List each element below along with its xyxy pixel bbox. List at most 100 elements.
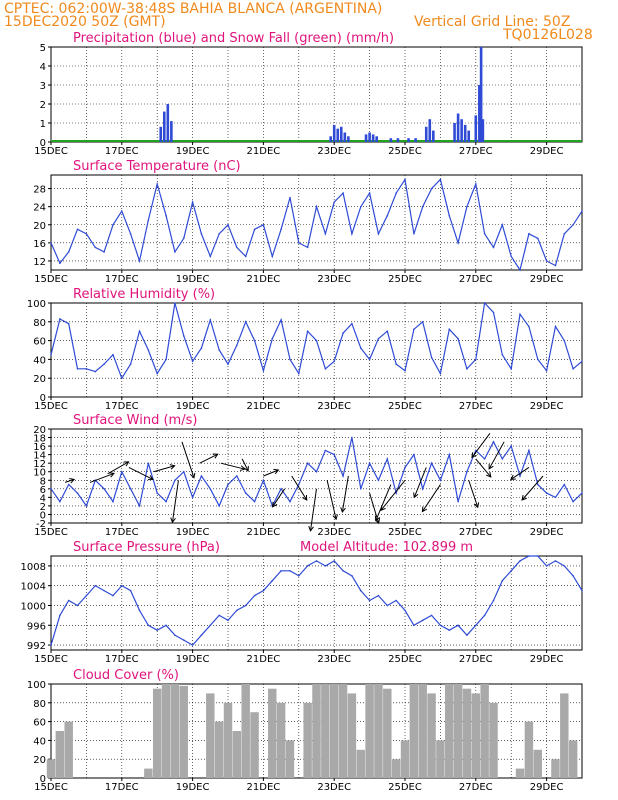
y-tick-label: 12 [33,257,46,268]
data-point [298,242,300,244]
x-tick-label: 15DEC [34,401,68,412]
x-tick-label: 19DEC [176,782,210,793]
data-point [156,492,158,494]
cloud-bar [250,712,259,778]
data-point [253,339,256,342]
data-point [351,436,353,439]
x-tick-label: 21DEC [247,401,281,412]
wind-arrow [272,488,286,508]
panel-title: Surface Pressure (hPa) [73,540,220,555]
data-point [191,360,194,363]
data-point [280,570,282,572]
series-line [50,555,583,646]
data-point [510,368,512,370]
data-point [174,634,176,636]
x-tick-label: 29DEC [530,401,564,412]
y-tick-label: 80 [33,318,46,329]
cloud-bar [214,721,224,778]
x-tick-label: 19DEC [176,274,210,285]
data-point [94,584,97,587]
cloud-bar [462,688,472,778]
data-point [439,372,442,375]
data-point [457,624,459,627]
wind-arrow-head [485,471,492,478]
x-tick-label: 15DEC [34,654,68,665]
cloud-bar [329,684,339,778]
data-point [404,178,406,181]
data-point [129,488,132,490]
data-point [218,505,220,507]
y-tick-label: 28 [33,185,46,196]
data-point [253,500,256,503]
data-point [528,555,530,557]
precip-bar [460,119,463,142]
data-point [129,589,132,592]
data-point [315,470,318,473]
data-point [554,264,557,267]
data-point [298,574,300,577]
cloud-bar [268,688,277,778]
y-tick-label: 0 [40,510,46,521]
x-tick-label: 19DEC [176,527,210,538]
data-point [271,337,274,340]
data-point [182,470,185,473]
wind-arrow-head [189,472,196,479]
data-point [147,462,150,464]
cloud-bar [489,702,498,778]
data-point [165,358,167,361]
cloud-bar [515,768,525,778]
plot-frame [50,302,583,398]
data-point [545,369,548,372]
y-tick-label: 20 [33,425,46,436]
data-point [554,496,557,499]
data-point [395,363,397,365]
data-point [501,353,504,356]
y-tick-label: 60 [33,718,46,729]
data-point [59,614,61,617]
data-point [298,483,300,486]
data-point [536,555,539,557]
data-point [244,604,247,607]
data-point [377,594,380,597]
data-point [147,219,150,222]
data-point [421,488,424,490]
wind-arrow-head [212,453,219,459]
cloud-bar [568,740,578,778]
data-point [395,599,397,602]
data-point [475,358,477,361]
data-point [138,260,141,262]
x-tick-label: 21DEC [247,654,281,665]
x-tick-label: 25DEC [388,274,422,285]
wind-arrow [263,469,279,477]
x-tick-label: 23DEC [317,401,351,412]
precip-bar [336,128,340,142]
precip-bar [432,130,435,142]
wind-arrow [171,480,179,523]
y-tick-label: 100 [27,680,46,691]
data-point [280,319,282,321]
data-point [457,242,459,244]
cloud-bar [206,693,215,778]
data-point [244,321,247,323]
wind-arrow-head [340,507,346,514]
y-tick-label: 0 [40,393,46,404]
y-tick-label: 16 [33,442,46,453]
data-point [563,483,566,486]
data-point [209,624,212,627]
y-tick-label: 4 [40,493,46,504]
precip-bar [368,132,371,142]
data-point [333,360,336,363]
data-point [138,330,141,333]
data-point [536,237,539,240]
y-tick-label: 60 [33,337,46,348]
x-tick-label: 23DEC [317,654,351,665]
data-point [581,360,583,363]
precip-bar [428,119,432,142]
precip-bar [407,138,410,142]
data-point [165,500,167,503]
plot-frame [50,555,583,651]
cloud-bar [46,759,56,778]
precip-bar [453,123,456,142]
data-point [572,574,574,577]
